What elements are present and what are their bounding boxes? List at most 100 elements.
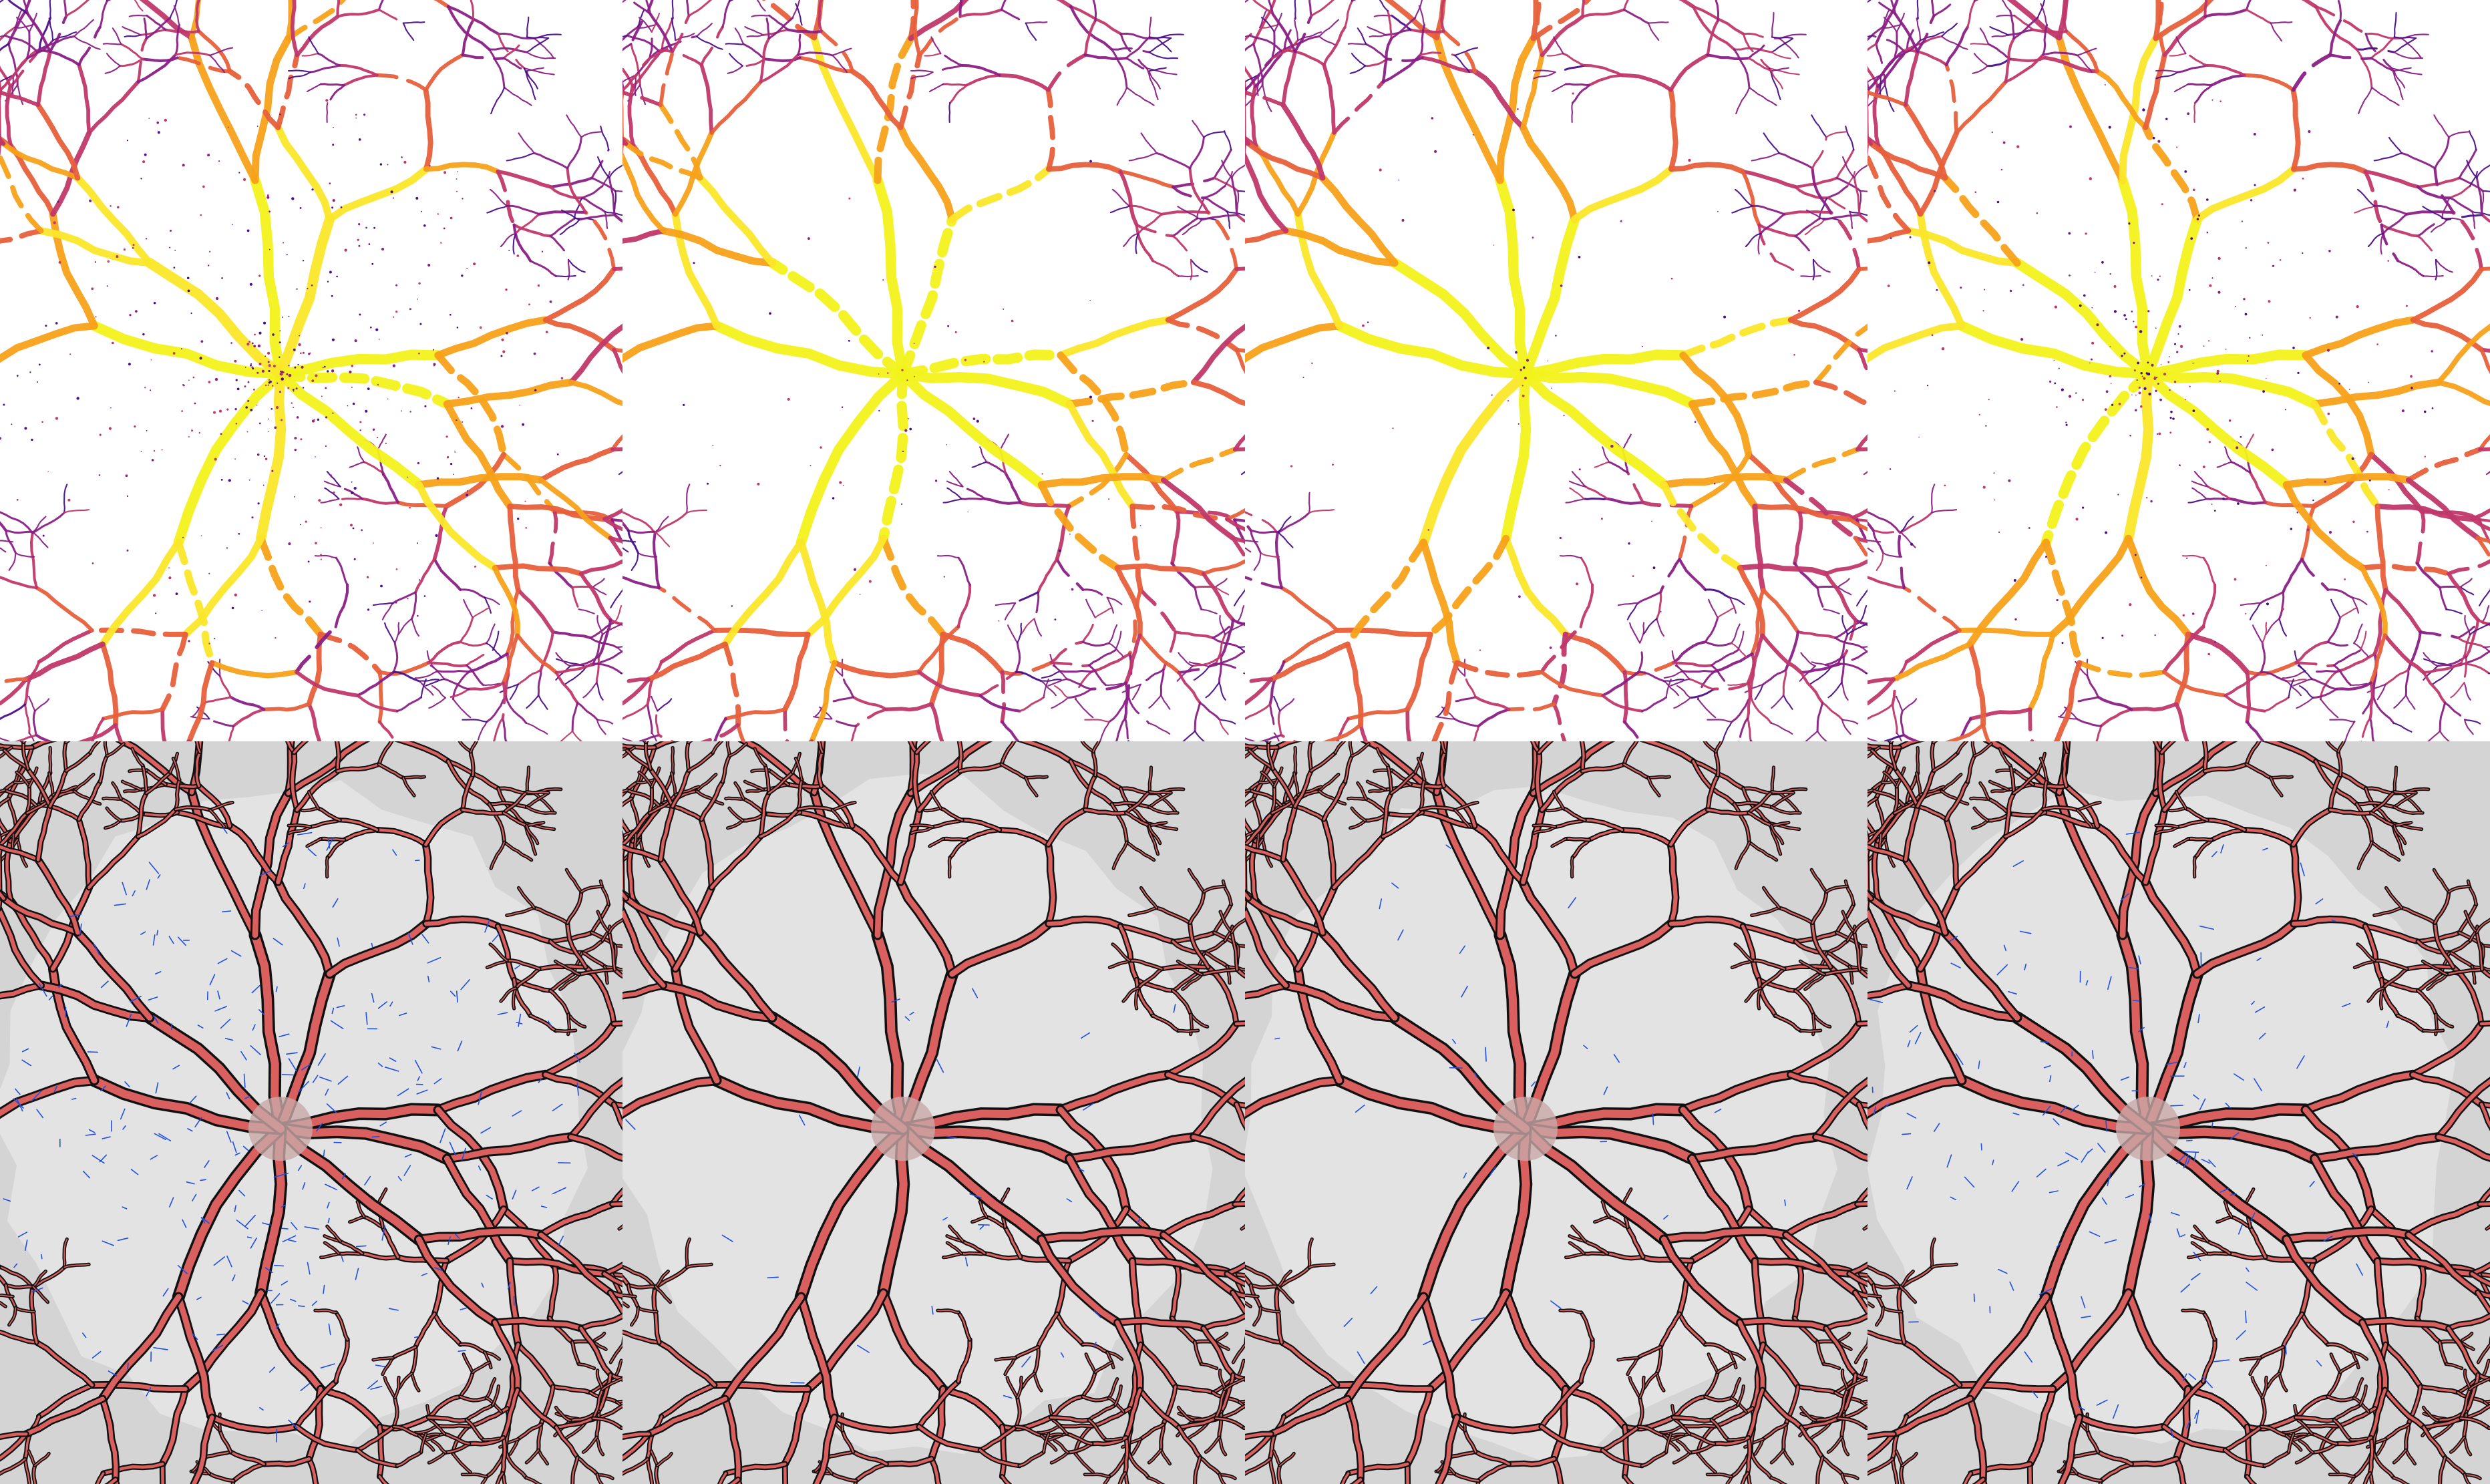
vessel-stroke xyxy=(418,680,434,697)
noise-dot xyxy=(168,576,172,580)
vessel-stroke xyxy=(466,649,494,667)
vessel-stroke xyxy=(338,63,379,77)
vessel-stroke xyxy=(1711,649,1739,667)
vessel-stroke xyxy=(622,540,637,543)
noise-dot xyxy=(309,600,311,603)
true-positive-stroke xyxy=(423,842,433,926)
noise-dot xyxy=(126,549,129,552)
vessel-stroke xyxy=(1941,174,2021,267)
noise-dot xyxy=(508,250,510,252)
vessel-stroke xyxy=(1417,3,1425,26)
noise-dot xyxy=(320,554,323,556)
noise-dot xyxy=(2192,362,2194,364)
vessel-stroke xyxy=(255,369,287,544)
vessel-stroke xyxy=(1742,32,1780,40)
true-positive-stroke xyxy=(164,783,200,788)
vessel-stroke xyxy=(1041,680,1057,697)
vessel-stroke xyxy=(2246,9,2272,25)
noise-dot xyxy=(416,542,418,544)
vessel-stroke xyxy=(1520,369,1697,409)
vessel-stroke xyxy=(1453,717,1479,727)
true-positive-stroke xyxy=(288,826,311,834)
true-positive-stroke xyxy=(309,819,341,828)
vessel-stroke xyxy=(741,58,767,67)
vessel-stroke xyxy=(1583,63,1624,77)
noise-dot xyxy=(2138,391,2141,395)
noise-dot xyxy=(407,476,409,478)
noise-dot xyxy=(1089,299,1091,301)
noise-dot xyxy=(142,160,146,164)
noise-dot xyxy=(1559,536,1562,540)
noise-dot xyxy=(878,409,880,412)
vessel-stroke xyxy=(538,695,548,710)
noise-dot xyxy=(322,367,324,369)
vessel-stroke xyxy=(1562,52,1586,67)
vessel-stroke xyxy=(2071,696,2099,705)
noise-dot xyxy=(267,384,269,386)
vessel-stroke xyxy=(169,0,178,19)
noise-dot xyxy=(67,498,71,502)
noise-dot xyxy=(2308,130,2311,134)
vessel-stroke xyxy=(0,703,26,721)
vessel-stroke xyxy=(1721,721,1733,741)
vessel-stroke xyxy=(2042,24,2049,56)
vessel-stroke xyxy=(1823,608,1840,614)
noise-dot xyxy=(157,131,160,134)
vessel-stroke xyxy=(1857,347,1868,375)
vessel-stroke xyxy=(443,400,514,510)
noise-dot xyxy=(258,363,262,365)
noise-dot xyxy=(55,417,59,420)
noise-dot xyxy=(349,370,352,374)
vessel-stroke xyxy=(2385,132,2403,154)
noise-dot xyxy=(2293,188,2296,192)
vessel-stroke xyxy=(1676,685,1691,699)
vessel-stroke xyxy=(2457,621,2483,639)
vessel-stroke xyxy=(2469,623,2490,636)
vessel-stroke xyxy=(622,43,633,51)
vessel-stroke xyxy=(5,529,35,534)
vessel-stroke xyxy=(517,669,542,686)
noise-dot xyxy=(400,410,402,412)
noise-dot xyxy=(200,340,204,343)
vessel-stroke xyxy=(1114,563,1206,576)
noise-dot xyxy=(2206,198,2209,201)
vessel-stroke xyxy=(1841,614,1849,636)
vessel-stroke xyxy=(746,34,764,38)
vessel-stroke xyxy=(1520,369,1669,490)
vessel-stroke xyxy=(559,219,580,236)
vessel-stroke xyxy=(2175,36,2187,55)
vessel-stroke xyxy=(2405,695,2416,710)
vessel-stroke xyxy=(1520,214,1580,379)
vessel-stroke xyxy=(725,43,745,45)
vessel-stroke xyxy=(686,484,691,514)
noise-dot xyxy=(2028,527,2030,529)
vessel-stroke xyxy=(2143,52,2167,130)
vessel-stroke xyxy=(1931,484,1936,514)
vessel-stroke xyxy=(1172,176,1216,188)
vessel-stroke xyxy=(898,369,1075,409)
true-positive-stroke xyxy=(549,990,570,1015)
vessel-stroke xyxy=(2075,717,2102,727)
vessel-stroke xyxy=(2282,473,2413,489)
vessel-stroke xyxy=(38,17,51,50)
vessel-stroke xyxy=(2184,52,2209,67)
vessel-stroke xyxy=(610,518,622,523)
vessel-stroke xyxy=(2359,563,2451,576)
vessel-stroke xyxy=(1837,586,1852,596)
noise-dot xyxy=(361,529,363,532)
vessel-stroke xyxy=(797,55,854,73)
vessel-stroke xyxy=(444,688,470,699)
vessel-stroke xyxy=(1783,447,1860,483)
vessel-stroke xyxy=(1771,67,1789,72)
noise-dot xyxy=(57,200,59,203)
noise-dot xyxy=(2172,417,2175,420)
vessel-stroke xyxy=(1778,152,1813,170)
true-positive-stroke xyxy=(488,803,506,844)
vessel-stroke xyxy=(2439,701,2447,733)
vessel-stroke xyxy=(571,701,579,733)
vessel-stroke xyxy=(446,5,491,51)
vessel-stroke xyxy=(2435,379,2490,407)
vessel-stroke xyxy=(1931,0,1935,17)
vessel-stroke xyxy=(1868,228,1912,244)
vessel-stroke xyxy=(1554,64,1586,73)
